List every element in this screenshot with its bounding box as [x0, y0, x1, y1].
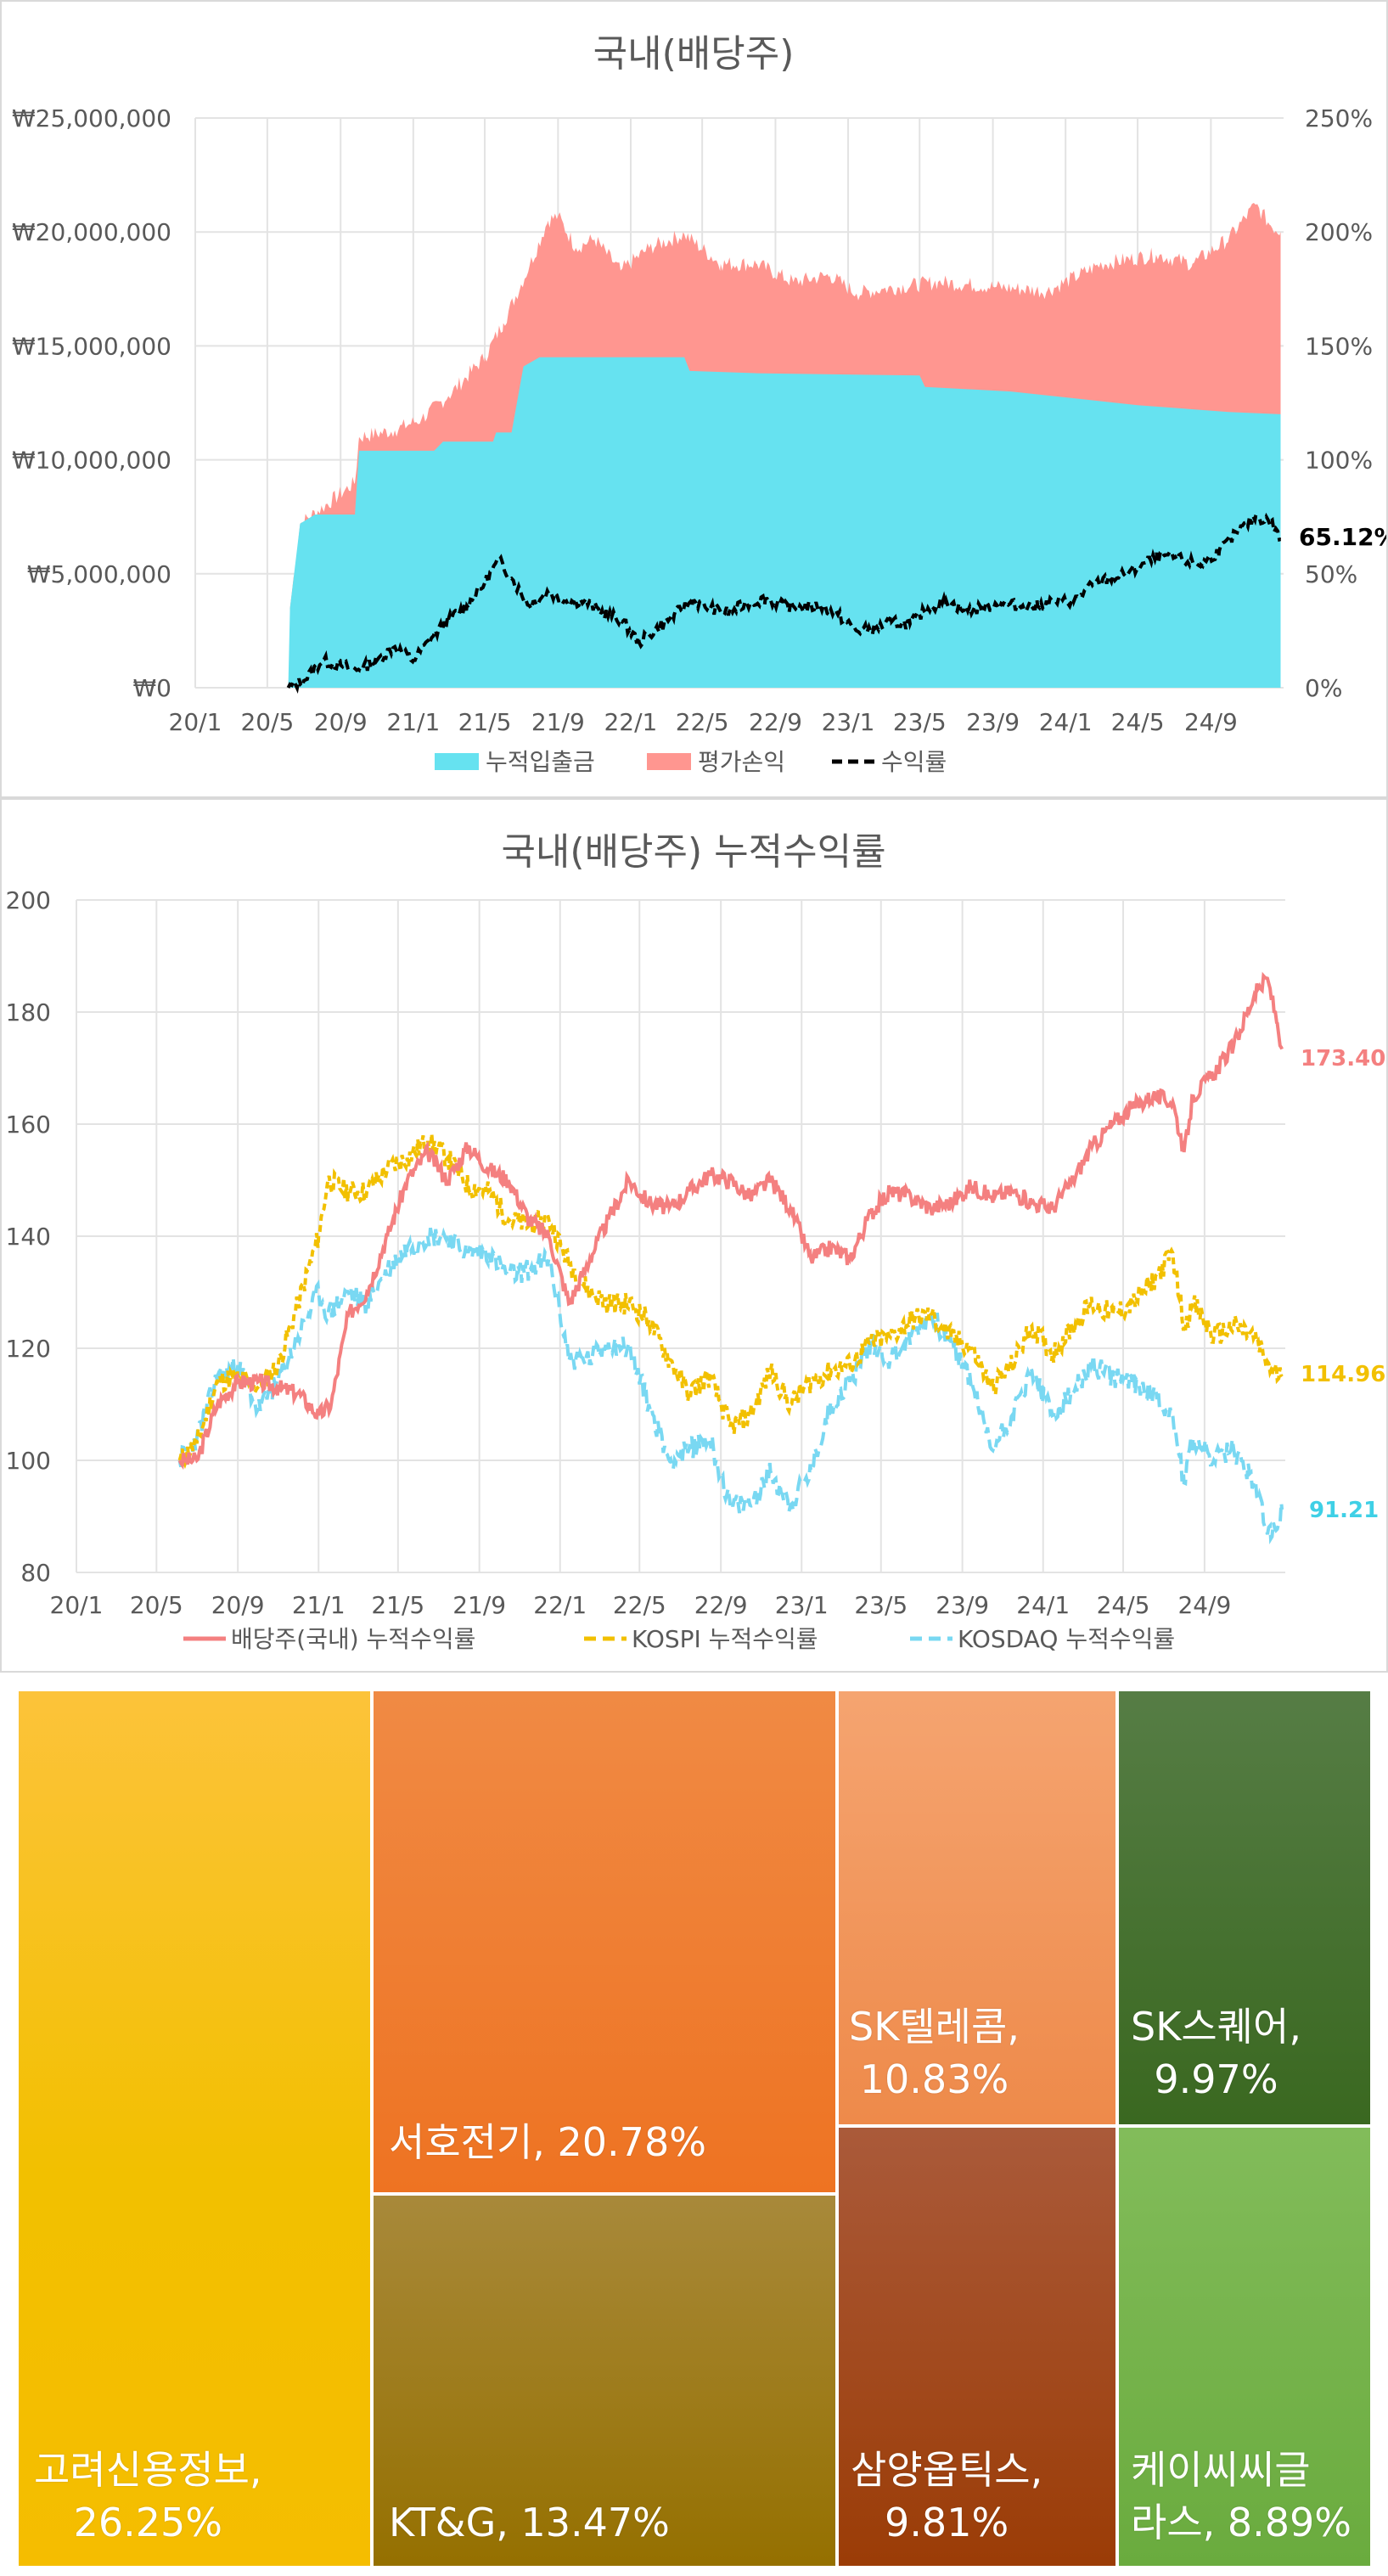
- x-tick-label: 20/9: [211, 1591, 265, 1619]
- x-tick-label: 24/9: [1184, 708, 1238, 736]
- x-tick-label: 23/1: [822, 708, 875, 736]
- chart-panel-portfolio: 국내(배당주) 20/1 20/5 20/9 21/1 21/5 21/9 22/1 22/5…: [0, 0, 1388, 798]
- x-tick-label: 22/5: [613, 1591, 666, 1619]
- y-right-tick-label: 150%: [1305, 332, 1373, 360]
- treemap-cell-samyang: 삼양옵틱스, 9.81%: [837, 2126, 1117, 2568]
- x-tick-label: 23/9: [966, 708, 1020, 736]
- y-left-tick-label: ₩10,000,000: [12, 447, 171, 475]
- x-tick-label: 24/1: [1039, 708, 1093, 736]
- treemap-cell-seoho: 서호전기, 20.78%: [372, 1690, 837, 2194]
- x-tick-label: 21/1: [292, 1591, 346, 1619]
- x-tick-label: 24/5: [1111, 708, 1165, 736]
- x-tick-label: 23/1: [775, 1591, 829, 1619]
- x-tick-label: 24/1: [1016, 1591, 1070, 1619]
- treemap-label-name: 케이씨씨글: [1131, 2447, 1311, 2493]
- x-tick-label: 24/5: [1097, 1591, 1150, 1619]
- treemap-label-value: 9.81%: [885, 2500, 1009, 2545]
- treemap-label-name: KT&G, 13.47%: [389, 2500, 670, 2545]
- y-right-tick-label: 250%: [1305, 104, 1373, 132]
- x-tick-label: 21/9: [452, 1591, 506, 1619]
- x-tick-label: 20/5: [130, 1591, 183, 1619]
- x-tick-label: 20/5: [240, 708, 294, 736]
- legend-label-return: 수익률: [881, 748, 947, 776]
- dividend-end-label: 173.40: [1301, 1046, 1385, 1071]
- y-left-tick-label: ₩15,000,000: [12, 332, 171, 360]
- treemap-cell-koreacredit: 고려신용정보, 26.25%: [17, 1690, 372, 2568]
- dividend-return-line: [177, 971, 1284, 1471]
- x-tick-label: 23/5: [854, 1591, 908, 1619]
- y-right-tick-label: 100%: [1305, 447, 1373, 475]
- treemap-label-value: 라스, 8.89%: [1131, 2500, 1352, 2545]
- treemap-label-name: SK스퀘어,: [1131, 2004, 1301, 2050]
- y-left-tick-label: ₩0: [133, 674, 172, 702]
- legend-label-kosdaq: KOSDAQ 누적수익률: [958, 1625, 1175, 1653]
- x-tick-label: 23/9: [936, 1591, 989, 1619]
- treemap-label-name: 서호전기, 20.78%: [389, 2119, 706, 2165]
- legend: 누적입출금 평가손익 수익률: [435, 748, 947, 776]
- x-tick-label: 22/1: [604, 708, 657, 736]
- y-left-tick-label: ₩20,000,000: [12, 218, 171, 246]
- x-tick-label: 22/9: [694, 1591, 748, 1619]
- legend-swatch-deposit: [435, 753, 479, 770]
- x-tick-label: 22/1: [533, 1591, 587, 1619]
- legend: 배당주(국내) 누적수익률 KOSPI 누적수익률 KOSDAQ 누적수익률: [183, 1625, 1175, 1653]
- y-tick-label: 120: [6, 1335, 51, 1363]
- y-left-tick-label: ₩5,000,000: [27, 560, 171, 588]
- kosdaq-end-label: 91.21: [1309, 1498, 1379, 1523]
- return-end-label: 65.12%: [1299, 523, 1386, 551]
- kospi-return-line: [177, 1133, 1284, 1470]
- x-tick-label: 20/1: [50, 1591, 104, 1619]
- treemap-label-name: 고려신용정보,: [34, 2447, 262, 2493]
- treemap-cell-sksquare: SK스퀘어, 9.97%: [1117, 1690, 1372, 2126]
- x-tick-label: 21/5: [371, 1591, 424, 1619]
- treemap-label-name: 삼양옵틱스,: [851, 2447, 1043, 2493]
- treemap-cell-ktng: KT&G, 13.47%: [372, 2194, 837, 2568]
- treemap-cell-kccglass: 케이씨씨글 라스, 8.89%: [1117, 2126, 1372, 2568]
- legend-label-dividend: 배당주(국내) 누적수익률: [231, 1625, 475, 1653]
- x-tick-label: 22/5: [676, 708, 729, 736]
- cumulative-return-line-chart: 국내(배당주) 누적수익률 20/1 20/5 20/9 21/1 21/5 21/9 22…: [6, 830, 1386, 1653]
- holdings-treemap: 고려신용정보, 26.25% 서호전기, 20.78% KT&G, 13.47%…: [0, 1674, 1388, 2576]
- x-tick-label: 22/9: [749, 708, 802, 736]
- x-tick-label: 21/5: [458, 708, 512, 736]
- treemap-label-value: 10.83%: [859, 2056, 1009, 2102]
- x-tick-label: 21/9: [531, 708, 585, 736]
- x-tick-label: 23/5: [893, 708, 947, 736]
- kosdaq-return-line: [177, 1227, 1284, 1545]
- deposit-area: [288, 357, 1281, 688]
- x-tick-label: 24/9: [1177, 1591, 1231, 1619]
- treemap-label-value: 26.25%: [73, 2500, 222, 2545]
- y-right-tick-label: 200%: [1305, 218, 1373, 246]
- y-right-tick-label: 50%: [1305, 560, 1357, 588]
- legend-label-kospi: KOSPI 누적수익률: [632, 1625, 818, 1653]
- y-right-tick-label: 0%: [1305, 674, 1342, 702]
- legend-swatch-profit: [647, 753, 691, 770]
- y-tick-label: 140: [6, 1223, 51, 1251]
- y-tick-label: 200: [6, 886, 51, 914]
- kospi-end-label: 114.96: [1301, 1362, 1385, 1387]
- y-tick-label: 180: [6, 998, 51, 1026]
- treemap-label-value: 9.97%: [1154, 2056, 1278, 2102]
- x-tick-label: 20/9: [314, 708, 368, 736]
- legend-label-profit: 평가손익: [698, 748, 785, 776]
- portfolio-area-chart: 국내(배당주) 20/1 20/5 20/9 21/1 21/5 21/9 22/1 22/5…: [12, 32, 1388, 776]
- x-tick-label: 20/1: [169, 708, 222, 736]
- legend-label-deposit: 누적입출금: [486, 748, 595, 776]
- chart-title: 국내(배당주) 누적수익률: [501, 830, 885, 874]
- return-line: [286, 510, 1282, 694]
- chart-panel-cumulative-return: 국내(배당주) 누적수익률 20/1 20/5 20/9 21/1 21/5 21/9 22…: [0, 798, 1388, 1673]
- x-tick-label: 21/1: [386, 708, 440, 736]
- treemap-label-name: SK텔레콤,: [849, 2004, 1020, 2050]
- y-tick-label: 160: [6, 1111, 51, 1139]
- chart-title: 국내(배당주): [593, 32, 795, 76]
- y-left-tick-label: ₩25,000,000: [12, 104, 171, 132]
- y-tick-label: 80: [20, 1559, 51, 1587]
- treemap-cell-sktelecom: SK텔레콤, 10.83%: [837, 1690, 1117, 2126]
- y-tick-label: 100: [6, 1447, 51, 1475]
